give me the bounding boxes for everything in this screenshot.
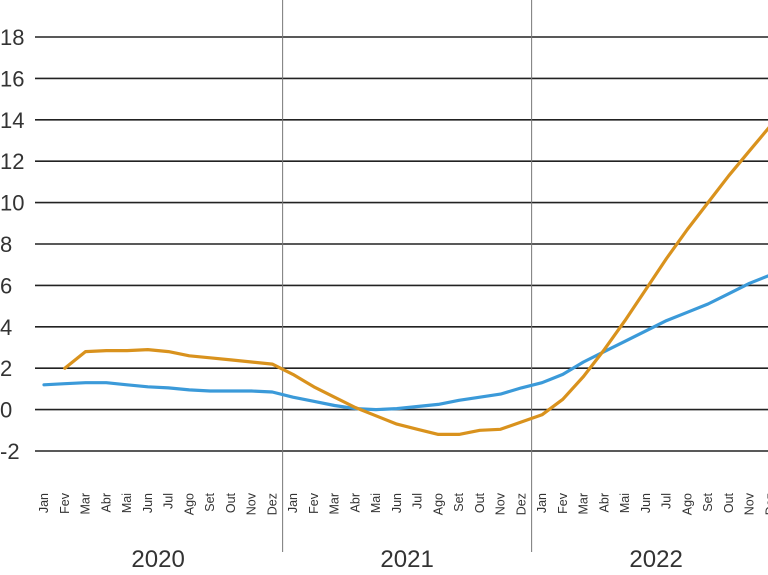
x-tick-label: Mar [79, 493, 93, 515]
x-tick-label: Fev [556, 492, 570, 514]
x-tick-label: Nov [494, 492, 508, 515]
x-tick-label: Out [224, 492, 238, 513]
x-tick-label: Mai [618, 493, 632, 513]
y-tick-label: 18 [0, 25, 24, 50]
series-line-2 [63, 126, 768, 436]
x-tick-label: Jan [37, 493, 51, 513]
series-lines [42, 126, 768, 436]
x-tick-label: Dez [763, 493, 768, 515]
year-label: 2020 [131, 546, 184, 573]
x-tick-label: Set [452, 492, 466, 511]
x-tick-label: Dez [514, 493, 528, 515]
x-tick-label: Jul [411, 493, 425, 509]
x-tick-label: Abr [348, 493, 362, 512]
x-tick-label: Dez [265, 493, 279, 515]
x-tick-label: Nov [743, 492, 757, 515]
y-tick-label: 8 [0, 232, 12, 257]
x-tick-label: Out [722, 492, 736, 513]
x-tick-label: Jun [141, 493, 155, 513]
x-tick-label: Abr [99, 493, 113, 512]
x-tick-label: Mar [577, 493, 591, 515]
x-tick-label: Nov [245, 492, 259, 515]
y-tick-label: 12 [0, 149, 24, 174]
x-axis: Jan Fev Mar Abr Mai Jun Jul Ago Set Out Nov Dez Jan F… [37, 492, 768, 573]
x-tick-label: Fev [307, 492, 321, 514]
y-tick-label: 16 [0, 66, 24, 91]
x-tick-label: Ago [680, 493, 694, 515]
x-tick-label: Ago [182, 493, 196, 515]
y-tick-label: 14 [0, 108, 24, 133]
x-tick-label: Mar [328, 493, 342, 515]
y-tick-label: 10 [0, 191, 24, 216]
x-tick-label: Jan [286, 493, 300, 513]
y-tick-label: 0 [0, 398, 12, 423]
x-tick-label: Fev [58, 492, 72, 514]
x-tick-label: Jun [639, 493, 653, 513]
x-tick-label: Jan [535, 493, 549, 513]
x-tick-label: Mai [369, 493, 383, 513]
y-axis: -2 0 2 4 6 8 10 12 14 16 18 [0, 25, 24, 464]
x-tick-label: Abr [597, 493, 611, 512]
x-tick-label: Mai [120, 493, 134, 513]
x-tick-label: Jun [390, 493, 404, 513]
x-tick-label: Out [473, 492, 487, 513]
series-line-1 [42, 274, 768, 412]
y-tick-label: 6 [0, 273, 12, 298]
year-label: 2022 [629, 546, 682, 573]
y-tick-label: 2 [0, 356, 12, 381]
year-label: 2021 [380, 546, 433, 573]
y-tick-label: -2 [0, 439, 20, 464]
x-tick-label: Ago [431, 493, 445, 515]
x-tick-label: Jul [162, 493, 176, 509]
x-tick-label: Set [701, 492, 715, 511]
gridlines [35, 0, 768, 552]
y-tick-label: 4 [0, 315, 12, 340]
x-tick-label: Jul [660, 493, 674, 509]
x-tick-label: Set [203, 492, 217, 511]
